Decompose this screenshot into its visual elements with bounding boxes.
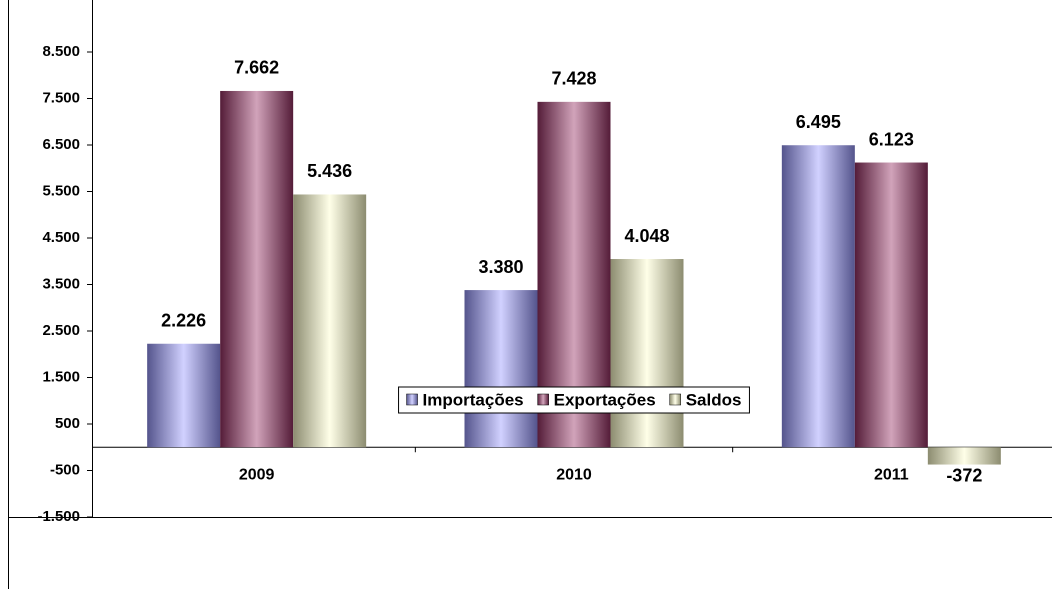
value-label: -372 [946, 465, 982, 485]
y-tick-label: 5.500 [42, 182, 80, 199]
legend-box [398, 386, 750, 414]
bar [927, 447, 1001, 465]
bar [220, 90, 294, 448]
y-tick-label: -500 [50, 461, 80, 478]
value-label: 3.380 [478, 257, 523, 277]
value-label: 5.436 [307, 161, 352, 181]
bar [464, 290, 538, 448]
y-tick-label: -1.500 [37, 508, 80, 525]
bar [854, 162, 928, 448]
bar [781, 145, 855, 448]
y-tick-label: 8.500 [42, 43, 80, 60]
y-tick-label: 4.500 [42, 229, 80, 246]
value-label: 6.123 [869, 129, 914, 149]
y-tick-label: 3.500 [42, 275, 80, 292]
value-label: 7.662 [234, 58, 279, 78]
value-label: 7.428 [551, 69, 596, 89]
legend-label: Saldos [686, 390, 742, 409]
y-tick-label: 2.500 [42, 322, 80, 339]
y-tick-label: 7.500 [42, 89, 80, 106]
legend-swatch [537, 393, 549, 406]
legend-swatch [669, 393, 681, 406]
value-label: 4.048 [624, 226, 669, 246]
bar [610, 259, 684, 448]
x-tick-label: 2011 [874, 466, 909, 483]
y-tick-label: 6.500 [42, 136, 80, 153]
x-tick-label: 2009 [239, 466, 275, 483]
bar [293, 194, 367, 448]
bar [147, 343, 221, 448]
legend: Importações Exportações Saldos [398, 386, 750, 414]
legend-label: Exportações [554, 390, 656, 409]
value-label: 6.495 [796, 112, 841, 132]
legend-swatch [406, 393, 418, 406]
x-tick-label: 2010 [556, 466, 592, 483]
y-tick-label: 500 [55, 415, 80, 432]
y-tick-label: 1.500 [42, 368, 80, 385]
value-label: 2.226 [161, 310, 206, 330]
legend-label: Importações [423, 390, 524, 409]
